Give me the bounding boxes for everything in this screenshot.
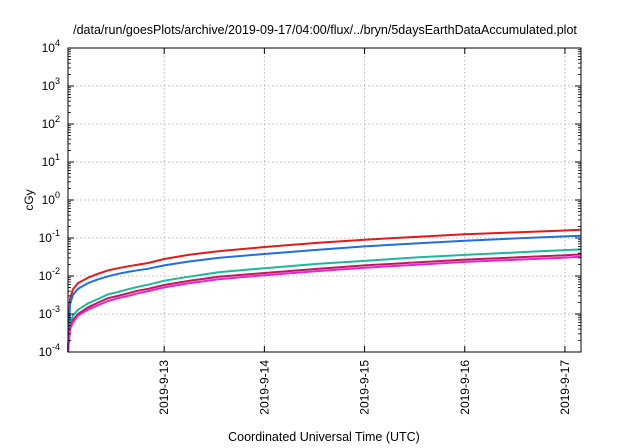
- data-series: [67, 228, 582, 353]
- series-line: [67, 248, 582, 353]
- series-line: [67, 234, 582, 353]
- x-tick-label: 2019-9-17: [558, 360, 572, 415]
- y-tick-label: 103: [42, 76, 60, 93]
- axis-ticks: [68, 47, 581, 353]
- series-line: [67, 253, 582, 353]
- y-tick-label: 10-2: [39, 266, 60, 283]
- y-tick-label: 101: [42, 152, 60, 169]
- y-tick-label: 10-4: [39, 342, 60, 359]
- grid-lines: [68, 48, 581, 352]
- y-tick-labels: 10-4 10-3 10-2 10-1 100 101 102 103 104: [39, 38, 60, 359]
- x-tick-label: 2019-9-14: [257, 360, 271, 415]
- y-tick-label: 100: [42, 190, 60, 207]
- series-line: [67, 255, 582, 353]
- x-tick-label: 2019-9-13: [157, 360, 171, 415]
- series-line: [67, 228, 582, 353]
- chart-title: /data/run/goesPlots/archive/2019-09-17/0…: [73, 23, 577, 37]
- y-axis-label: cGy: [22, 189, 36, 210]
- y-tick-label: 10-3: [39, 304, 60, 321]
- x-axis-label: Coordinated Universal Time (UTC): [228, 430, 420, 444]
- x-tick-label: 2019-9-15: [358, 360, 372, 415]
- y-tick-label: 104: [42, 38, 60, 55]
- x-tick-label: 2019-9-16: [458, 360, 472, 415]
- y-tick-label: 10-1: [39, 228, 60, 245]
- x-tick-labels: 2019-9-13 2019-9-14 2019-9-15 2019-9-16 2019…: [157, 360, 572, 415]
- y-tick-label: 102: [42, 114, 60, 131]
